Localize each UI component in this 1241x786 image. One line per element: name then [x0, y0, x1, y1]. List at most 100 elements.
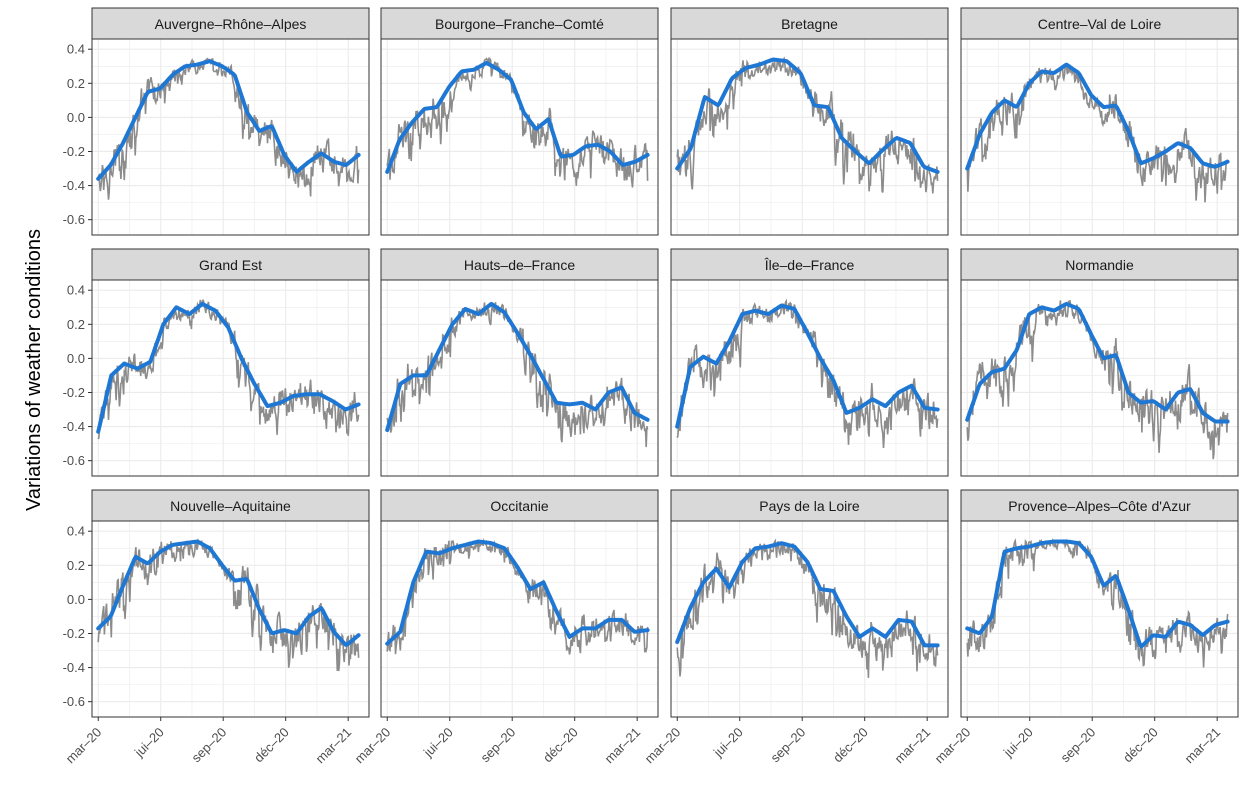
y-tick-label: -0.2	[63, 385, 85, 400]
x-tick-label: sep–20	[1058, 725, 1099, 766]
smooth-series-line	[965, 539, 1230, 649]
panel-title: Provence–Alpes–Côte d'Azur	[1008, 498, 1191, 514]
smooth-series-line	[675, 303, 940, 429]
y-tick-label: -0.6	[63, 212, 85, 227]
panel: Centre–Val de Loire	[960, 7, 1239, 236]
panel: Auvergne–Rhône–Alpes 0.4 0.2 0.0 -0.2 -0.4 -0.…	[63, 7, 370, 236]
panel-background	[671, 280, 948, 476]
x-tick-label: jui–20	[420, 725, 456, 761]
x-tick-label: mar–21	[602, 725, 644, 767]
y-tick-label: 0.0	[67, 351, 85, 366]
smooth-series-line	[96, 59, 361, 181]
panel-strip	[960, 489, 1239, 522]
y-tick-label: 0.0	[67, 110, 85, 125]
panel-strip	[960, 7, 1239, 40]
panel-strip	[670, 489, 949, 522]
y-tick-label: 0.0	[67, 592, 85, 607]
panel-title: Bourgone–Franche–Comté	[435, 16, 604, 32]
panel-border	[91, 279, 370, 477]
panel-title: Île–de–France	[764, 257, 855, 273]
panel-strip	[91, 7, 370, 40]
y-tick-label: -0.4	[63, 178, 85, 193]
x-tick-label: jui–20	[710, 725, 746, 761]
panel: Provence–Alpes–Côte d'Azur mar–20 jui–20 se…	[932, 489, 1239, 767]
panel-strip	[91, 248, 370, 281]
smooth-series-line	[96, 539, 361, 647]
y-tick-label: -0.6	[63, 694, 85, 709]
y-tick-label: 0.4	[67, 42, 85, 57]
x-tick-label: déc–20	[830, 725, 871, 766]
panel: Île–de–France	[670, 248, 949, 477]
panel-strip	[670, 7, 949, 40]
panel-strip	[670, 248, 949, 281]
panel-title: Hauts–de–France	[464, 257, 576, 273]
smooth-series-line	[385, 301, 650, 432]
x-tick-label: sep–20	[478, 725, 519, 766]
panel-background	[961, 280, 1238, 476]
panel: Pays de la Loire mar–20 jui–20 sep–20 déc–20…	[642, 489, 949, 767]
y-tick-label: -0.4	[63, 419, 85, 434]
panel: Hauts–de–France	[380, 248, 659, 477]
smooth-series-line	[96, 301, 361, 434]
x-tick-label: jui–20	[1000, 725, 1036, 761]
panel: Bourgone–Franche–Comté	[380, 7, 659, 236]
panel-background	[381, 280, 658, 476]
panel-strip	[91, 489, 370, 522]
panel-border	[670, 38, 949, 236]
x-tick-label: sep–20	[189, 725, 230, 766]
y-tick-label: 0.2	[67, 558, 85, 573]
smooth-series-line	[675, 541, 940, 648]
panel-strip	[960, 248, 1239, 281]
y-tick-label: -0.2	[63, 144, 85, 159]
panel: Normandie	[960, 248, 1239, 477]
panel-strip	[380, 489, 659, 522]
panel-border	[91, 38, 370, 236]
panel-strip	[380, 248, 659, 281]
x-tick-label: sep–20	[768, 725, 809, 766]
x-tick-label: mar–21	[892, 725, 934, 767]
x-tick-label: mar–20	[932, 725, 974, 767]
panel-border	[380, 38, 659, 236]
panel-background	[671, 39, 948, 235]
smooth-series-line	[385, 60, 650, 174]
panel-border	[960, 279, 1239, 477]
raw-series-line	[966, 537, 1229, 668]
y-tick-label: -0.6	[63, 453, 85, 468]
panel-background	[381, 39, 658, 235]
panel: Occitanie mar–20 jui–20 sep–20 déc–20 mar–21	[352, 489, 659, 767]
smooth-series-line	[675, 57, 940, 174]
x-tick-label: jui–20	[131, 725, 167, 761]
panel-title: Normandie	[1065, 257, 1134, 273]
panel-border	[960, 520, 1239, 718]
panel-title: Pays de la Loire	[759, 498, 860, 514]
x-tick-label: déc–20	[251, 725, 292, 766]
x-tick-label: mar–20	[642, 725, 684, 767]
panel-border	[670, 279, 949, 477]
panel-border	[670, 520, 949, 718]
x-tick-label: déc–20	[1120, 725, 1161, 766]
panel-title: Auvergne–Rhône–Alpes	[155, 16, 307, 32]
smooth-series-line	[965, 301, 1230, 424]
panel: Bretagne	[670, 7, 949, 236]
x-tick-label: mar–21	[1182, 725, 1224, 767]
x-tick-label: mar–20	[352, 725, 394, 767]
panel-border	[960, 38, 1239, 236]
y-tick-label: 0.2	[67, 317, 85, 332]
smooth-series-line	[965, 62, 1230, 171]
x-tick-label: mar–21	[313, 725, 355, 767]
panels-layer: Auvergne–Rhône–Alpes 0.4 0.2 0.0 -0.2 -0.4 -0.…	[63, 7, 1239, 767]
panel-title: Bretagne	[781, 16, 838, 32]
panel-background	[961, 39, 1238, 235]
panel: Nouvelle–Aquitaine 0.4 0.2 0.0 -0.2 -0.4 -0.6 m…	[63, 489, 370, 767]
y-tick-label: 0.4	[67, 524, 85, 539]
panel-border	[380, 520, 659, 718]
panel-title: Occitanie	[490, 498, 549, 514]
panel-border	[380, 279, 659, 477]
panel-border	[91, 520, 370, 718]
panel: Grand Est 0.4 0.2 0.0 -0.2 -0.4 -0.6	[63, 248, 370, 477]
smooth-series-line	[385, 539, 650, 646]
panel-title: Nouvelle–Aquitaine	[170, 498, 291, 514]
panel-background	[961, 521, 1238, 717]
y-tick-label: 0.4	[67, 283, 85, 298]
